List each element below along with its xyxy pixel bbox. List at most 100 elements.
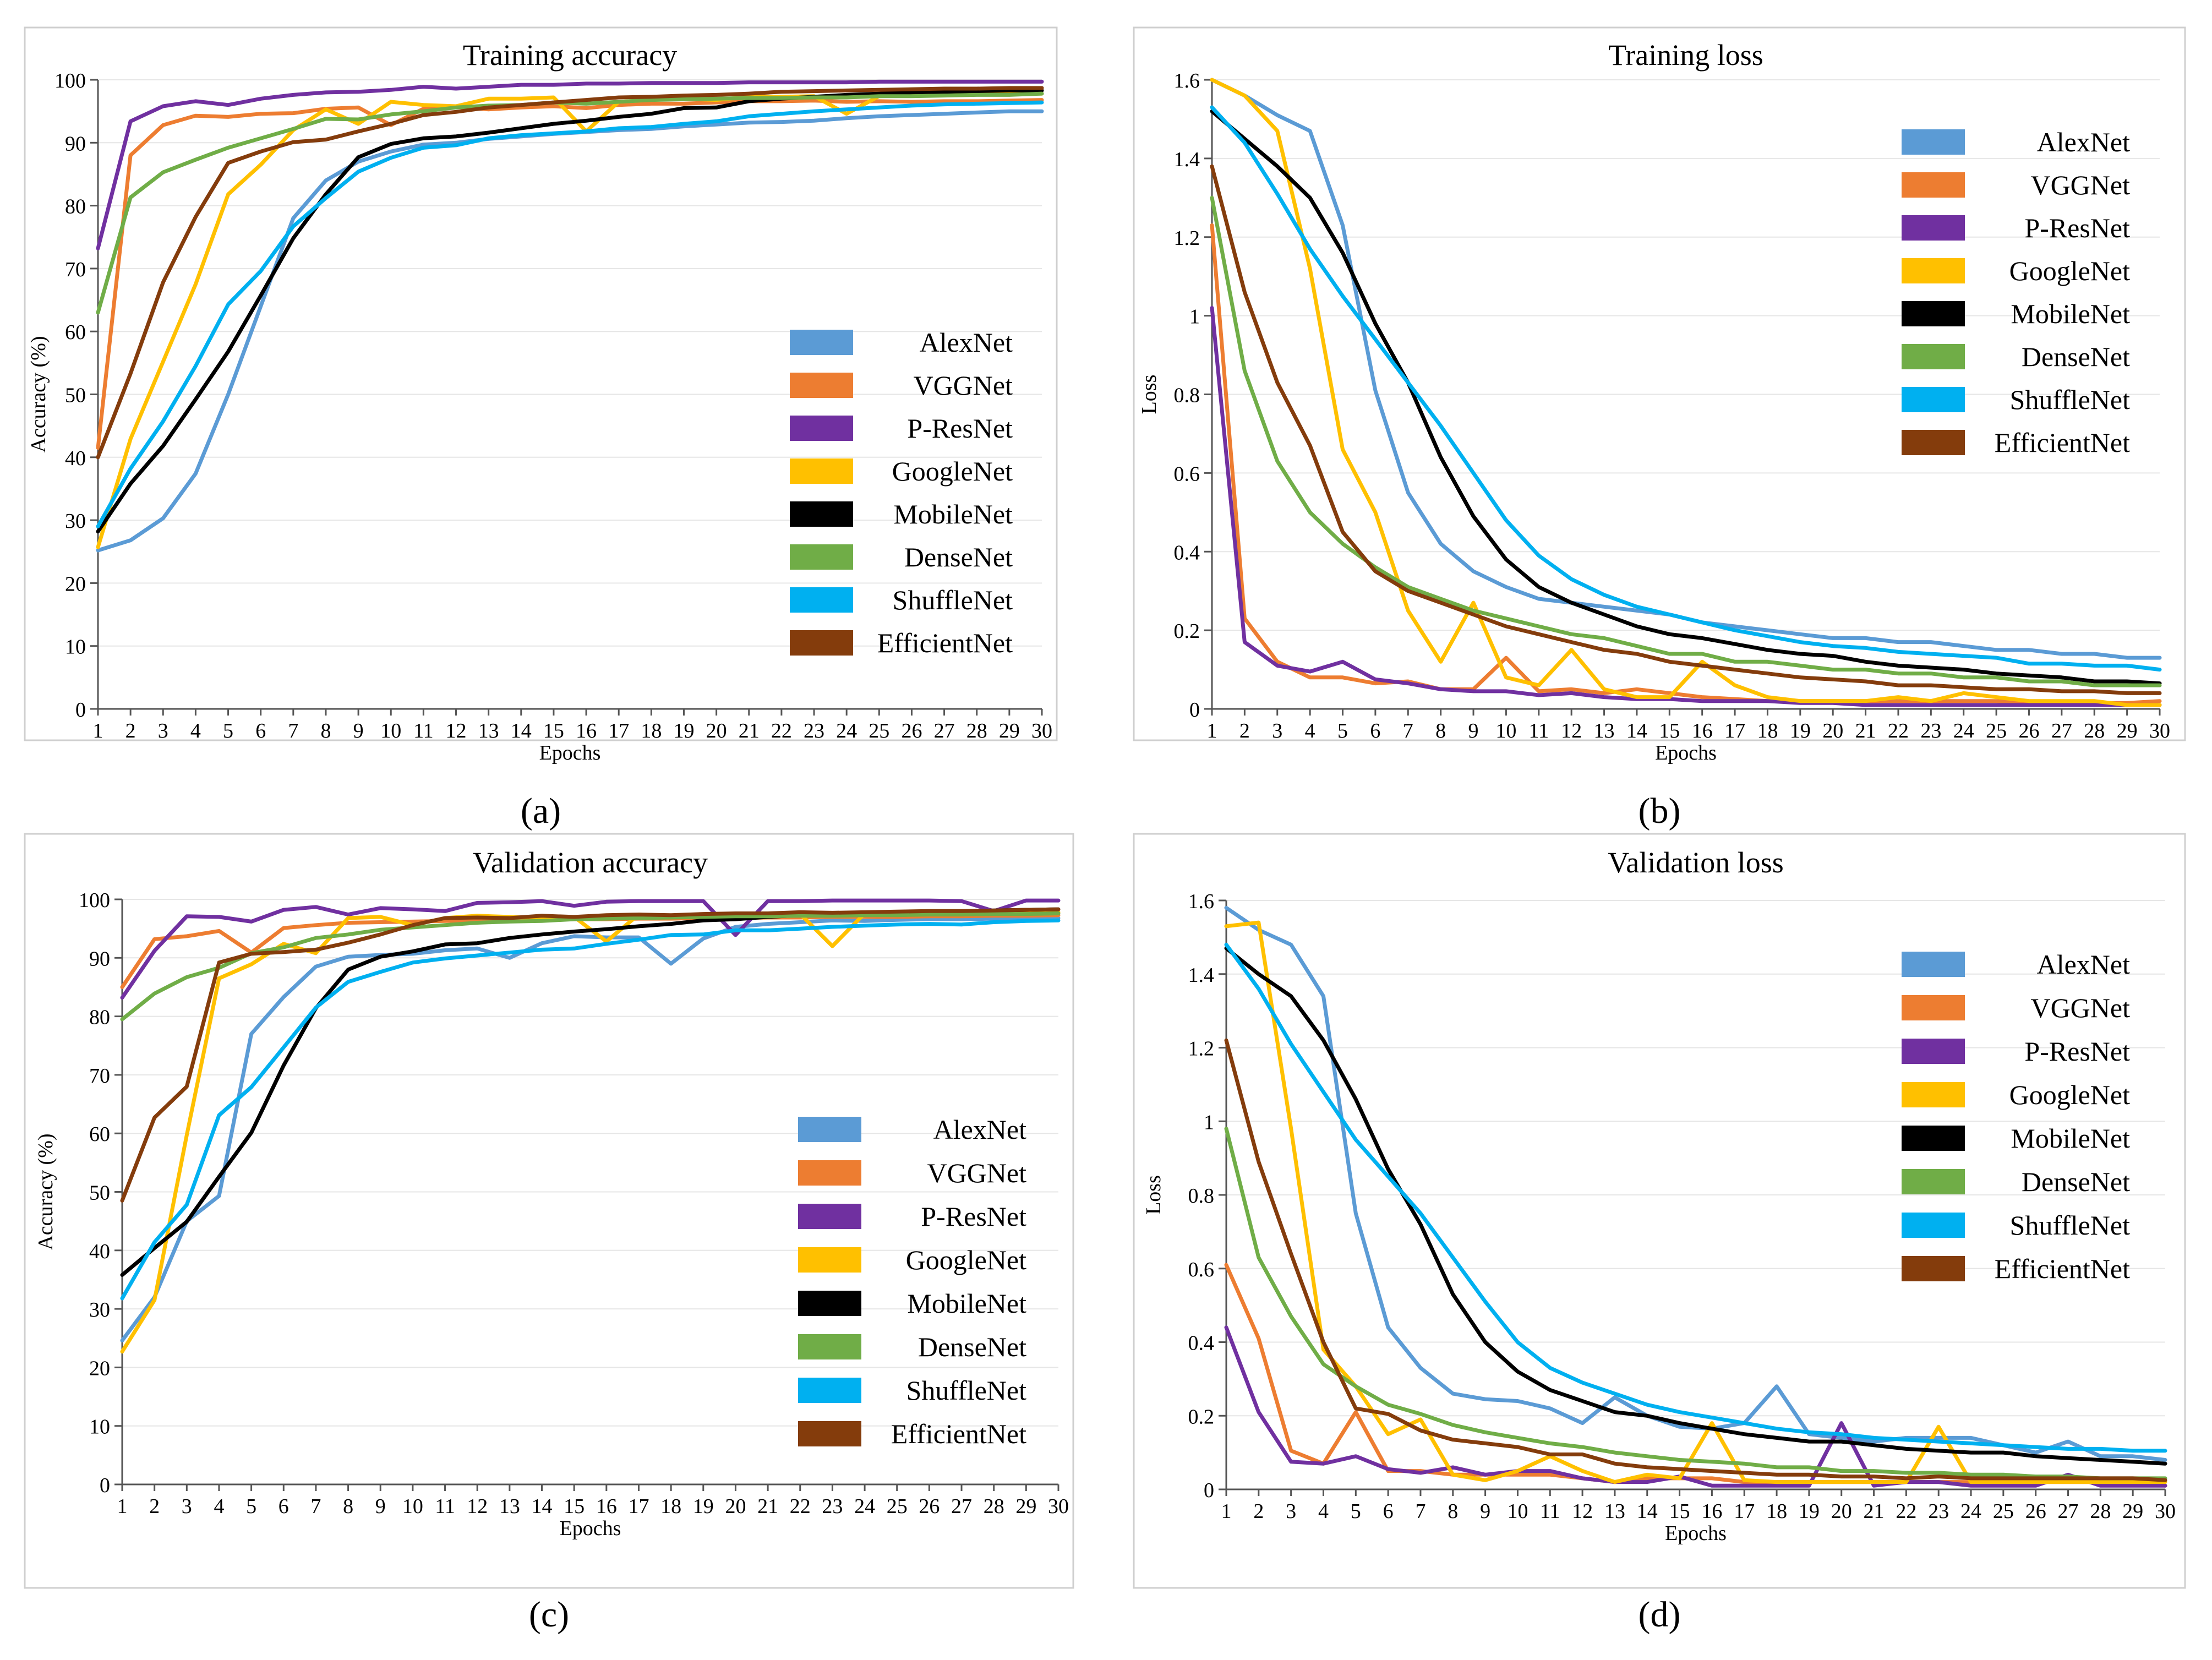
series-line-densenet [120,911,1061,1022]
x-tick-label: 29 [1015,1495,1036,1518]
legend-label: AlexNet [2037,949,2130,980]
chart-title: Training accuracy [463,39,677,72]
legend-swatch-efficientnet [1902,430,1965,455]
x-tick-label: 21 [1855,719,1876,742]
x-tick-label: 8 [343,1495,353,1518]
y-tick-label: 80 [65,195,86,219]
x-tick-label: 27 [2058,1500,2079,1523]
legend: AlexNet VGGNet P-ResNet GoogleNet MobileNet D… [1902,127,2130,458]
x-tick-label: 3 [158,719,168,742]
y-tick-label: 80 [89,1006,110,1029]
legend-label: AlexNet [920,327,1013,358]
x-tick-label: 2 [149,1495,160,1518]
x-tick-label: 10 [1495,719,1516,742]
x-tick-label: 27 [951,1495,972,1518]
x-axis-title: Epochs [1665,1522,1727,1545]
x-tick-label: 22 [771,719,792,742]
x-tick-label: 28 [966,719,987,742]
series-line-p-resnet [1210,305,2162,707]
panel-frame [1133,26,2186,741]
y-tick-label: 1.6 [1174,69,1200,92]
legend-label: MobileNet [2011,298,2130,329]
x-tick-label: 23 [822,1495,843,1518]
y-tick-label: 1.2 [1188,1038,1215,1061]
x-tick-label: 10 [380,719,401,742]
x-tick-label: 3 [182,1495,192,1518]
x-tick-label: 6 [278,1495,289,1518]
legend-swatch-alexnet [1902,952,1965,977]
x-tick-label: 9 [1468,719,1479,742]
legend-swatch-densenet [798,1334,861,1359]
legend-label: ShuffleNet [2010,1210,2131,1241]
series-line-efficientnet [96,86,1044,460]
y-tick-label: 50 [89,1182,110,1205]
x-tick-label: 19 [1790,719,1811,742]
y-tick-label: 0 [1204,1479,1214,1502]
x-tick-label: 17 [1734,1500,1755,1523]
x-tick-label: 6 [1370,719,1380,742]
y-tick-label: 0 [100,1474,110,1497]
y-tick-label: 0.4 [1174,541,1200,564]
x-tick-label: 20 [706,719,727,742]
chart-title: Training loss [1608,39,1763,72]
panel-label: (a) [521,791,561,831]
x-tick-label: 13 [478,719,499,742]
x-tick-label: 11 [413,719,434,742]
legend-swatch-p-resnet [1902,215,1965,241]
y-tick-label: 0.6 [1188,1258,1215,1281]
legend-label: GoogleNet [2009,1079,2130,1110]
x-tick-label: 26 [2025,1500,2046,1523]
legend-swatch-googlenet [1902,1082,1965,1107]
x-tick-label: 3 [1286,1500,1296,1523]
x-tick-label: 25 [1993,1500,2014,1523]
x-tick-label: 24 [1953,719,1974,742]
x-tick-label: 7 [1415,1500,1425,1523]
x-tick-label: 14 [1637,1500,1658,1523]
y-tick-label: 20 [89,1357,110,1380]
panel-label: (b) [1638,791,1681,831]
y-tick-label: 90 [89,947,110,970]
x-tick-label: 20 [725,1495,746,1518]
y-tick-label: 0.6 [1174,462,1200,485]
panel-frame [24,26,1058,741]
legend: AlexNet VGGNet P-ResNet GoogleNet MobileNet D… [1902,949,2130,1284]
x-axis-title: Epochs [1655,741,1717,765]
y-tick-label: 30 [65,510,86,533]
x-tick-label: 5 [246,1495,256,1518]
x-tick-label: 27 [934,719,955,742]
x-tick-label: 9 [1480,1500,1490,1523]
x-tick-label: 10 [1507,1500,1528,1523]
legend-label: EfficientNet [1995,1253,2130,1284]
x-tick-label: 30 [2149,719,2170,742]
series-line-alexnet [120,916,1061,1342]
legend: AlexNet VGGNet P-ResNet GoogleNet MobileNet D… [790,327,1013,658]
legend-swatch-mobilenet [790,501,853,527]
legend-label: ShuffleNet [906,1375,1027,1406]
legend-label: EfficientNet [1995,427,2130,458]
x-tick-label: 22 [1888,719,1909,742]
legend: AlexNet VGGNet P-ResNet GoogleNet MobileNet D… [798,1114,1026,1449]
legend-swatch-alexnet [790,330,853,355]
x-tick-label: 28 [984,1495,1004,1518]
x-tick-label: 18 [1766,1500,1787,1523]
x-tick-label: 21 [757,1495,778,1518]
series-line-efficientnet [120,907,1061,1203]
legend-swatch-efficientnet [790,630,853,656]
y-tick-label: 0 [1189,698,1200,722]
series-line-shufflenet [1224,942,2167,1453]
x-tick-label: 25 [887,1495,908,1518]
x-tick-label: 9 [375,1495,386,1518]
chart-a: Training accuracy 0 10 20 30 40 50 60 70 80 90 100 1… [24,26,1058,765]
x-tick-label: 19 [673,719,694,742]
x-tick-label: 17 [628,1495,649,1518]
legend-label: AlexNet [2037,127,2130,157]
legend-label: EfficientNet [877,627,1013,658]
series-line-mobilenet [1224,946,2167,1466]
series-line-mobilenet [1210,109,2162,686]
x-tick-label: 16 [1692,719,1713,742]
x-tick-label: 14 [532,1495,553,1518]
series-line-p-resnet [96,79,1044,250]
legend-swatch-googlenet [790,458,853,484]
